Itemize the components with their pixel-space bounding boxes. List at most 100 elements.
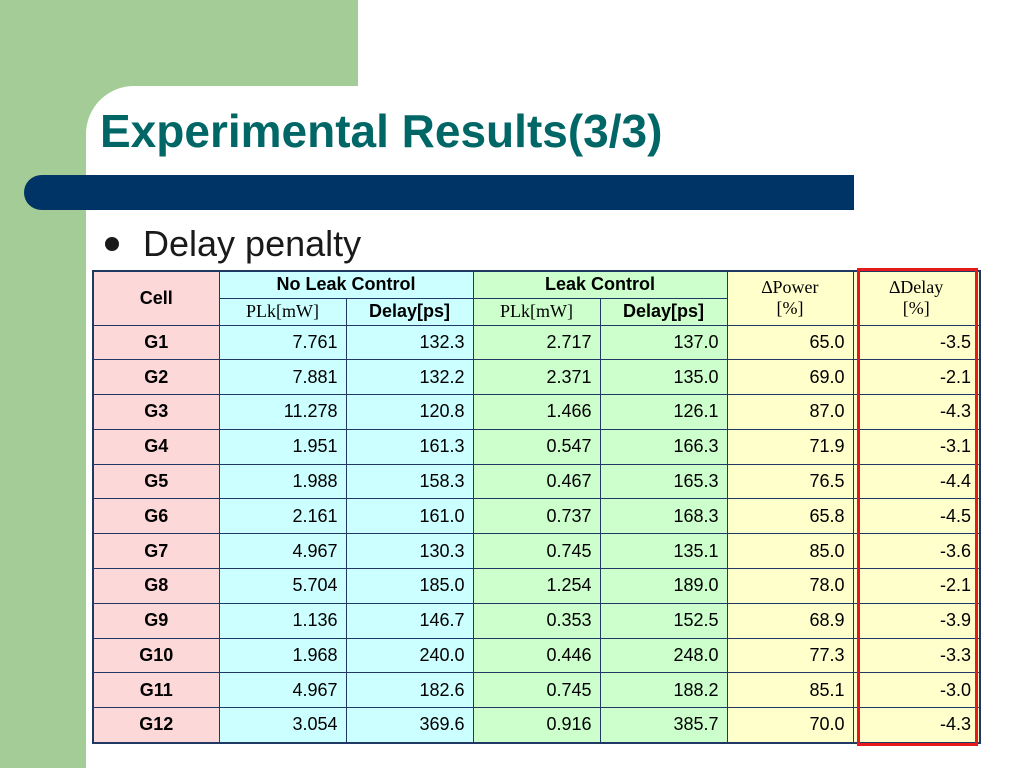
no-leak-delay-value: 132.2 [345,359,474,396]
header-delta-power-line2: [%] [776,298,804,319]
leak-delay-value: 165.3 [599,463,728,500]
no-leak-delay-value: 240.0 [345,637,474,674]
leak-delay-value: 385.7 [599,707,728,744]
cell-name-value: G5 [92,463,220,500]
leak-plk-value: 0.353 [472,602,601,639]
table-row: G2 7.881 132.2 2.371 135.0 69.0 -2.1 [92,359,981,396]
leak-plk-value: 1.466 [472,394,601,430]
title-underline-bar [24,175,854,210]
header-no-leak-delay: Delay[ps] [345,297,474,326]
delta-delay-value: -4.3 [852,707,981,744]
header-leak-control: Leak Control [472,270,728,299]
delta-delay-value: -4.3 [852,394,981,430]
cell-name-value: G12 [92,707,220,744]
header-leak-plk: PLk[mW] [472,297,601,326]
leak-plk-value: 0.467 [472,463,601,500]
no-leak-plk-value: 1.951 [218,428,347,465]
delta-power-value: 76.5 [726,463,854,500]
table-row: G11 4.967 182.6 0.745 188.2 85.1 -3.0 [92,672,981,709]
cell-name-value: G1 [92,324,220,361]
cell-name-value: G8 [92,568,220,604]
table-row: G7 4.967 130.3 0.745 135.1 85.0 -3.6 [92,533,981,570]
leak-plk-value: 1.254 [472,568,601,604]
cell-name-value: G3 [92,394,220,430]
no-leak-delay-value: 185.0 [345,568,474,604]
leak-delay-value: 168.3 [599,498,728,535]
no-leak-delay-value: 161.3 [345,428,474,465]
delta-power-value: 65.8 [726,498,854,535]
leak-delay-value: 135.1 [599,533,728,570]
leak-delay-value: 135.0 [599,359,728,396]
header-no-leak-plk: PLk[mW] [218,297,347,326]
delta-power-value: 70.0 [726,707,854,744]
cell-name-value: G4 [92,428,220,465]
no-leak-plk-value: 2.161 [218,498,347,535]
leak-plk-value: 0.446 [472,637,601,674]
slide-title: Experimental Results(3/3) [100,105,663,157]
delta-delay-value: -3.0 [852,672,981,709]
delta-delay-value: -2.1 [852,359,981,396]
leak-plk-value: 0.745 [472,672,601,709]
cell-name-value: G10 [92,637,220,674]
bullet-dot-icon [105,237,119,251]
delta-power-value: 65.0 [726,324,854,361]
leak-delay-value: 248.0 [599,637,728,674]
leak-plk-value: 0.745 [472,533,601,570]
header-delta-power: ∆Power [%] [726,270,854,326]
no-leak-delay-value: 158.3 [345,463,474,500]
leak-plk-value: 2.371 [472,359,601,396]
leak-plk-value: 0.547 [472,428,601,465]
no-leak-plk-value: 7.761 [218,324,347,361]
leak-delay-value: 166.3 [599,428,728,465]
no-leak-delay-value: 120.8 [345,394,474,430]
no-leak-plk-value: 5.704 [218,568,347,604]
header-leak-delay: Delay[ps] [599,297,728,326]
delta-power-value: 78.0 [726,568,854,604]
table-row: G5 1.988 158.3 0.467 165.3 76.5 -4.4 [92,463,981,500]
table-row: G12 3.054 369.6 0.916 385.7 70.0 -4.3 [92,707,981,744]
table-row: G10 1.968 240.0 0.446 248.0 77.3 -3.3 [92,637,981,674]
no-leak-delay-value: 146.7 [345,602,474,639]
cell-name-value: G6 [92,498,220,535]
leak-delay-value: 189.0 [599,568,728,604]
header-cell: Cell [92,270,220,326]
table-row: G4 1.951 161.3 0.547 166.3 71.9 -3.1 [92,428,981,465]
no-leak-plk-value: 4.967 [218,672,347,709]
delta-delay-value: -3.5 [852,324,981,361]
no-leak-delay-value: 130.3 [345,533,474,570]
delta-delay-value: -3.6 [852,533,981,570]
delta-power-value: 71.9 [726,428,854,465]
results-table: Cell No Leak Control Leak Control ∆Power… [92,270,982,744]
header-delta-power-line1: ∆Power [761,277,819,298]
cell-name-value: G2 [92,359,220,396]
delta-delay-value: -2.1 [852,568,981,604]
delta-power-value: 68.9 [726,602,854,639]
no-leak-delay-value: 132.3 [345,324,474,361]
leak-delay-value: 188.2 [599,672,728,709]
no-leak-plk-value: 3.054 [218,707,347,744]
table-row: G3 11.278 120.8 1.466 126.1 87.0 -4.3 [92,394,981,430]
no-leak-delay-value: 161.0 [345,498,474,535]
no-leak-plk-value: 7.881 [218,359,347,396]
leak-delay-value: 126.1 [599,394,728,430]
header-delta-delay-line2: [%] [902,298,930,319]
delta-delay-value: -4.5 [852,498,981,535]
no-leak-plk-value: 1.136 [218,602,347,639]
delta-delay-value: -3.3 [852,637,981,674]
cell-name-value: G9 [92,602,220,639]
table-row: G1 7.761 132.3 2.717 137.0 65.0 -3.5 [92,324,981,361]
delta-delay-value: -4.4 [852,463,981,500]
header-delta-delay-line1: ∆Delay [889,277,944,298]
bullet-text: Delay penalty [143,223,362,264]
leak-plk-value: 2.717 [472,324,601,361]
bullet-item: Delay penalty [105,222,361,266]
no-leak-delay-value: 369.6 [345,707,474,744]
leak-plk-value: 0.916 [472,707,601,744]
table-row: G9 1.136 146.7 0.353 152.5 68.9 -3.9 [92,602,981,639]
cell-name-value: G11 [92,672,220,709]
no-leak-plk-value: 4.967 [218,533,347,570]
leak-delay-value: 152.5 [599,602,728,639]
delta-power-value: 85.0 [726,533,854,570]
header-no-leak-control: No Leak Control [218,270,474,299]
no-leak-plk-value: 1.968 [218,637,347,674]
